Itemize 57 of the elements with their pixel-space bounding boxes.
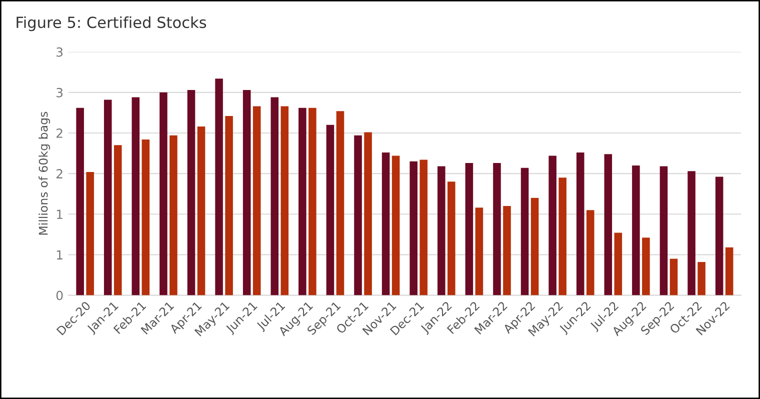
- bar: [76, 108, 84, 296]
- bar: [354, 135, 362, 296]
- bar: [670, 258, 678, 296]
- bar: [660, 166, 668, 296]
- bar: [225, 116, 233, 296]
- bar: [326, 124, 334, 296]
- bar: [548, 156, 556, 296]
- bar: [558, 178, 566, 296]
- bar: [448, 182, 456, 296]
- bar: [465, 163, 474, 296]
- bar: [410, 161, 418, 296]
- bar: [632, 165, 640, 296]
- y-tick-label: 1: [56, 210, 62, 219]
- bar: [308, 108, 316, 296]
- bar: [298, 108, 306, 296]
- bar: [614, 232, 622, 296]
- chart-title: Figure 5: Certified Stocks: [16, 16, 206, 32]
- bar: [503, 206, 511, 296]
- bar: [280, 106, 289, 296]
- bar: [187, 90, 196, 296]
- bar: [86, 172, 94, 296]
- bar: [197, 126, 206, 296]
- bar: [392, 156, 400, 296]
- bar: [132, 97, 140, 296]
- bar: [142, 139, 150, 296]
- bar: [475, 208, 484, 296]
- bar: [604, 154, 612, 296]
- bar: [530, 198, 539, 296]
- bar: [364, 132, 372, 296]
- bar: [642, 238, 650, 296]
- bar: [336, 111, 344, 296]
- bar: [576, 152, 584, 296]
- bar: [270, 97, 279, 296]
- bar: [160, 92, 168, 296]
- y-tick-label: 1: [56, 250, 62, 260]
- y-tick-label: 3: [56, 88, 63, 98]
- bar: [420, 160, 428, 296]
- bar: [688, 171, 696, 296]
- bar: [520, 168, 529, 296]
- bar: [252, 106, 261, 296]
- bar: [215, 78, 223, 296]
- y-tick-label: 0: [56, 290, 63, 300]
- bar: [242, 90, 251, 296]
- y-tick-label: 2: [56, 128, 62, 138]
- bar: [437, 166, 446, 296]
- y-axis-title: Millions of 60kg bags: [38, 112, 50, 235]
- y-tick-label: 3: [56, 47, 63, 57]
- y-tick-label: 2: [56, 169, 62, 178]
- bar: [382, 152, 390, 296]
- bar: [698, 262, 706, 296]
- bar: [493, 163, 501, 296]
- bar: [586, 210, 594, 296]
- bar: [104, 100, 112, 296]
- bar: [725, 247, 734, 296]
- bar: [114, 145, 122, 296]
- bar: [715, 176, 724, 296]
- bar: [170, 135, 178, 296]
